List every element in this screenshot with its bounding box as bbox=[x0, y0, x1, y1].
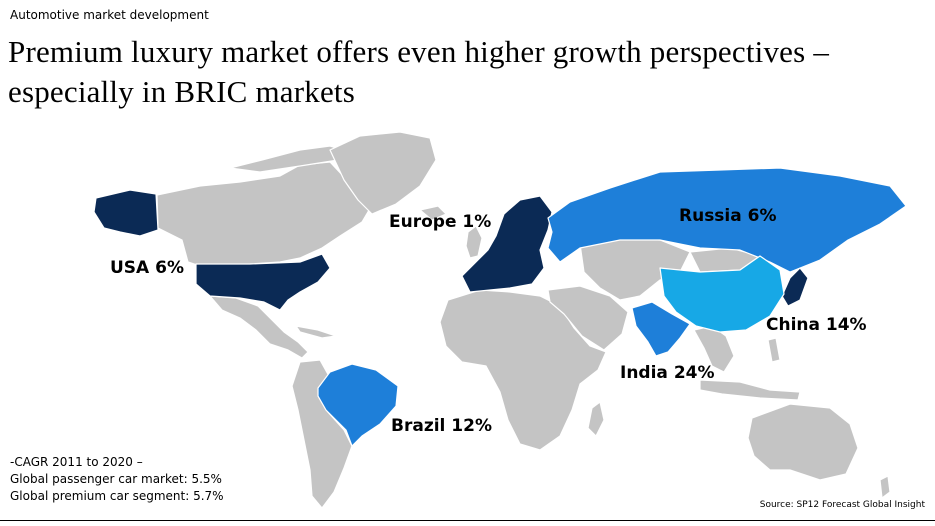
footnote-line-3: Global premium car segment: 5.7% bbox=[10, 489, 224, 503]
china-region bbox=[659, 255, 785, 333]
title-line-2: especially in BRIC markets bbox=[8, 74, 355, 109]
page-title: Premium luxury market offers even higher… bbox=[8, 32, 918, 112]
title-line-1: Premium luxury market offers even higher… bbox=[8, 34, 830, 69]
alaska-region bbox=[93, 189, 159, 237]
footnote-line-1: -CAGR 2011 to 2020 – bbox=[10, 455, 143, 469]
brazil-label: Brazil 12% bbox=[391, 416, 492, 436]
middle-east-region bbox=[547, 285, 629, 351]
usa-region bbox=[195, 253, 331, 311]
footnote-line-2: Global passenger car market: 5.5% bbox=[10, 472, 222, 486]
russia-label: Russia 6% bbox=[679, 206, 777, 226]
cagr-footnote: -CAGR 2011 to 2020 – Global passenger ca… bbox=[10, 454, 224, 505]
africa-region bbox=[439, 289, 607, 451]
philippines-region bbox=[767, 337, 781, 363]
canada-region bbox=[156, 161, 373, 267]
russia-region bbox=[547, 167, 907, 273]
madagascar-region bbox=[587, 401, 605, 437]
india-label: India 24% bbox=[620, 363, 715, 383]
source-note: Source: SP12 Forecast Global Insight bbox=[759, 500, 925, 510]
section-kicker: Automotive market development bbox=[10, 8, 209, 22]
iceland-region bbox=[419, 205, 447, 221]
mexico-region bbox=[209, 295, 309, 359]
brazil-region bbox=[317, 363, 399, 447]
australia-region bbox=[747, 403, 859, 481]
uk-region bbox=[465, 225, 483, 259]
europe-label: Europe 1% bbox=[389, 212, 492, 232]
greenland-region bbox=[329, 131, 437, 215]
caribbean-region bbox=[295, 325, 337, 339]
new-zealand-region bbox=[879, 475, 891, 499]
usa-label: USA 6% bbox=[110, 258, 184, 278]
china-label: China 14% bbox=[766, 315, 867, 335]
japan-region bbox=[781, 267, 809, 307]
india-region bbox=[631, 301, 691, 357]
indonesia-region bbox=[699, 379, 801, 401]
bottom-divider bbox=[0, 520, 935, 521]
